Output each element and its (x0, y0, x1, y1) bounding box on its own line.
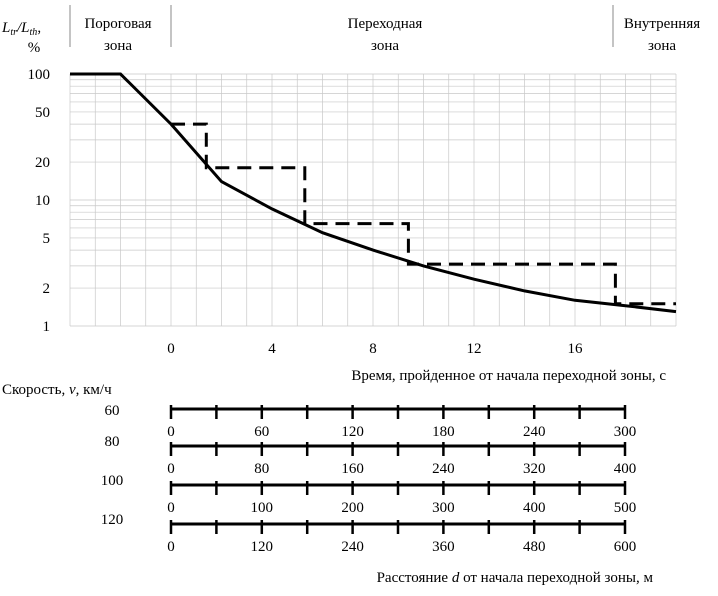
scale-distance-label: 300 (432, 500, 455, 516)
scale-distance-label: 0 (167, 500, 175, 516)
scale-distance-label: 0 (167, 461, 175, 477)
y-tick-label: 100 (28, 67, 51, 83)
zone-interior-label-1: Внутренняя (624, 16, 700, 32)
scale-distance-label: 100 (251, 500, 274, 516)
scale-distance-label: 320 (523, 461, 546, 477)
scale-distance-label: 480 (523, 539, 546, 555)
y-tick-label: 20 (35, 155, 50, 171)
scale-distance-label: 80 (254, 461, 269, 477)
header: Ltr/Lth, % Пороговая зона Переходная зон… (1, 5, 700, 56)
y-tick-label: 2 (43, 281, 51, 297)
y-tick-label: 1 (43, 319, 51, 335)
zone-threshold-label-1: Пороговая (84, 16, 151, 32)
scale-speed-label: 100 (101, 473, 124, 489)
scale-row: 60 0 60 120 180 240 300 (105, 403, 637, 440)
scale-distance-label: 360 (432, 539, 455, 555)
zone-transition-label-2: зона (371, 38, 399, 54)
x-tick-label: 16 (568, 341, 584, 357)
scale-speed-label: 80 (105, 434, 120, 450)
y-tick-labels: 1 2 5 10 20 50 100 (28, 67, 51, 335)
scale-distance-label: 240 (523, 424, 546, 440)
y-tick-label: 10 (35, 193, 50, 209)
zone-transition-label-1: Переходная (348, 16, 423, 32)
scale-distance-label: 120 (251, 539, 274, 555)
scale-distance-label: 300 (614, 424, 637, 440)
distance-axis-label: Расстояние d от начала переходной зоны, … (377, 570, 654, 586)
scale-distance-label: 160 (341, 461, 364, 477)
zone-interior-label-2: зона (648, 38, 676, 54)
scale-distance-label: 60 (254, 424, 269, 440)
y-axis-label: Ltr/Lth, (1, 20, 41, 38)
y-tick-label: 5 (43, 231, 51, 247)
scale-distance-label: 500 (614, 500, 637, 516)
scale-row: 120 0 120 240 360 480 600 (101, 512, 637, 555)
series-lines (70, 72, 677, 314)
scale-distance-label: 600 (614, 539, 637, 555)
x-tick-label: 4 (268, 341, 276, 357)
scale-distance-label: 400 (523, 500, 546, 516)
scale-row: 100 0 100 200 300 400 500 (101, 473, 637, 516)
x-axis-label: Время, пройденное от начала переходной з… (351, 368, 666, 384)
scale-distance-label: 0 (167, 424, 175, 440)
scale-distance-label: 240 (432, 461, 455, 477)
scale-distance-label: 0 (167, 539, 175, 555)
scale-distance-label: 180 (432, 424, 455, 440)
scale-distance-label: 200 (341, 500, 364, 516)
scale-row: 80 0 80 160 240 320 400 (105, 434, 637, 477)
x-tick-label: 0 (167, 341, 175, 357)
series-line-dashed (171, 122, 676, 306)
scale-distance-label: 400 (614, 461, 637, 477)
grid (69, 73, 677, 327)
zone-threshold-label-2: зона (104, 38, 132, 54)
x-tick-label: 12 (467, 341, 482, 357)
speed-scales-title: Скорость, v, км/ч (2, 382, 112, 398)
scale-speed-label: 60 (105, 403, 120, 419)
y-axis-unit: % (28, 40, 41, 56)
x-tick-labels: 0 4 8 12 16 (167, 341, 583, 357)
scale-distance-label: 240 (341, 539, 364, 555)
x-tick-label: 8 (369, 341, 377, 357)
y-tick-label: 50 (35, 105, 50, 121)
scale-speed-label: 120 (101, 512, 124, 528)
scale-distance-label: 120 (341, 424, 364, 440)
